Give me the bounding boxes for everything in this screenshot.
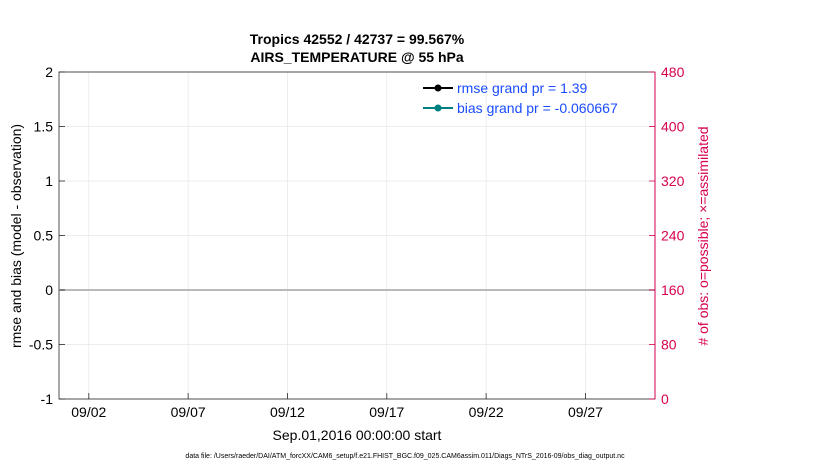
x-tick-label: 09/22 <box>469 404 504 420</box>
x-tick-label: 09/17 <box>369 404 404 420</box>
x-tick-label: 09/12 <box>270 404 305 420</box>
data-file-note: data file: /Users/raeder/DAI/ATM_forcXX/… <box>185 453 625 460</box>
y-tick-label-left: 1 <box>45 173 53 189</box>
y-tick-label-right: 480 <box>661 64 685 80</box>
legend-bias-label: bias grand pr = -0.060667 <box>457 100 618 116</box>
x-tick-label: 09/02 <box>71 404 106 420</box>
y-tick-label-right: 160 <box>661 282 685 298</box>
y-tick-label-left: -1 <box>41 391 54 407</box>
x-tick-label: 09/07 <box>171 404 206 420</box>
y-tick-label-left: 0.5 <box>34 228 54 244</box>
y-axis-label-right: # of obs: o=possible; ×=assimilated <box>695 126 711 345</box>
chart-title: Tropics 42552 / 42737 = 99.567% <box>250 31 465 47</box>
y-tick-label-right: 320 <box>661 173 685 189</box>
y-axis-label-left: rmse and bias (model - observation) <box>8 124 24 348</box>
y-tick-label-right: 80 <box>661 337 677 353</box>
y-tick-label-left: 0 <box>45 282 53 298</box>
chart-subtitle: AIRS_TEMPERATURE @ 55 hPa <box>250 49 464 65</box>
legend-rmse-marker <box>434 84 442 92</box>
y-tick-label-right: 240 <box>661 228 685 244</box>
y-tick-label-left: 2 <box>45 64 53 80</box>
y-tick-label-left: -0.5 <box>29 337 53 353</box>
legend-bias-marker <box>434 104 442 112</box>
y-tick-label-left: 1.5 <box>34 119 54 135</box>
x-tick-label: 09/27 <box>568 404 603 420</box>
x-axis-label: Sep.01,2016 00:00:00 start <box>273 427 442 443</box>
legend-rmse-label: rmse grand pr = 1.39 <box>457 80 588 96</box>
y-tick-label-right: 400 <box>661 119 685 135</box>
axis-ticks: -1 -0.5 0 0.5 1 1.5 2 0 80 160 240 320 400 480 09/02 09… <box>29 64 685 420</box>
legend: rmse grand pr = 1.39 bias grand pr = -0.… <box>423 80 618 116</box>
y-tick-label-right: 0 <box>661 391 669 407</box>
